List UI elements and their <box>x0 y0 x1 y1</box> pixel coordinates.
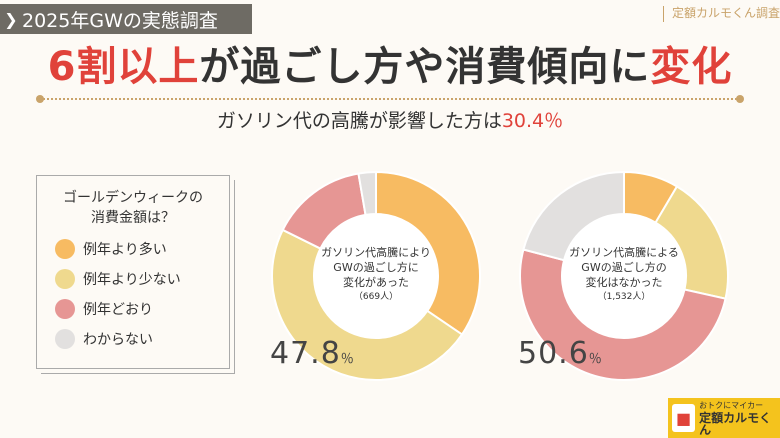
legend-label: 例年より多い <box>83 242 167 258</box>
legend-title-line2: 消費金額は？ <box>91 210 175 226</box>
legend-title-line1: ゴールデンウィークの <box>63 190 203 206</box>
divider <box>662 5 664 22</box>
legend-swatch <box>55 329 75 349</box>
legend-item: 例年より少ない <box>55 264 229 294</box>
highlight-value: 50.6 <box>518 336 589 371</box>
subtitle-value: 30.4％ <box>501 110 564 132</box>
center-line2: GWの過ごし方の <box>581 261 667 274</box>
legend-item: 例年どおり <box>55 294 229 324</box>
donut-chart-changed <box>271 170 481 381</box>
legend-label: 例年どおり <box>83 302 153 318</box>
donut-center-label: ガソリン代高騰により GWの過ごし方に 変化があった （669人） <box>296 245 456 305</box>
legend-label: わからない <box>83 332 153 348</box>
logo-line1: おトクにマイカー <box>699 401 764 410</box>
dotted-divider <box>36 95 744 103</box>
headline-highlight-2: 変化 <box>650 44 733 90</box>
legend-item: わからない <box>55 324 229 354</box>
brand-logo: ■ おトクにマイカー 定額カルモくん <box>668 398 780 438</box>
legend: ゴールデンウィークの 消費金額は？ 例年より多い 例年より少ない 例年どおり わ… <box>36 175 230 369</box>
legend-title: ゴールデンウィークの 消費金額は？ <box>37 188 229 228</box>
center-line1: ガソリン代高騰により <box>321 246 431 259</box>
donut-chart-unchanged <box>519 170 729 381</box>
car-icon: ■ <box>672 404 696 432</box>
brand-label-text: 定額カルモくん調査 <box>671 6 780 20</box>
donut-hole <box>314 214 438 338</box>
highlight-percent: 47.8％ <box>270 336 355 371</box>
survey-tag: ❯ 2025年GWの実態調査 <box>0 4 252 34</box>
center-line1: ガソリン代高騰による <box>569 246 679 259</box>
page-title: 6割以上が過ごし方や消費傾向に変化 <box>0 34 780 92</box>
subtitle-text: ガソリン代の高騰が影響した方は <box>216 110 502 132</box>
logo-line2: 定額カルモくん <box>699 411 772 437</box>
brand-label: 定額カルモくん調査 <box>662 4 780 22</box>
survey-tag-label: 2025年GWの実態調査 <box>22 9 218 32</box>
donut-slice <box>522 170 625 262</box>
highlight-unit: ％ <box>340 352 355 367</box>
donut-hole <box>562 214 686 338</box>
legend-items: 例年より多い 例年より少ない 例年どおり わからない <box>37 234 229 354</box>
center-line2: GWの過ごし方に <box>333 261 419 274</box>
subtitle: ガソリン代の高騰が影響した方は30.4％ <box>0 106 780 133</box>
headline-middle: が過ごし方や消費傾向に <box>199 44 651 90</box>
center-count: （1,532人） <box>597 292 651 302</box>
highlight-unit: ％ <box>588 352 603 367</box>
headline-highlight-1: 6割以上 <box>47 44 200 90</box>
legend-swatch <box>55 239 75 259</box>
legend-swatch <box>55 299 75 319</box>
legend-swatch <box>55 269 75 289</box>
chevron-right-icon: ❯ <box>4 9 18 29</box>
center-line3: 変化があった <box>343 276 409 289</box>
legend-label: 例年より少ない <box>83 272 181 288</box>
center-line3: 変化はなかった <box>585 276 663 289</box>
highlight-value: 47.8 <box>270 336 341 371</box>
legend-item: 例年より多い <box>55 234 229 264</box>
donut-center-label: ガソリン代高騰による GWの過ごし方の 変化はなかった （1,532人） <box>544 245 704 305</box>
highlight-percent: 50.6％ <box>518 336 603 371</box>
center-count: （669人） <box>353 292 399 302</box>
